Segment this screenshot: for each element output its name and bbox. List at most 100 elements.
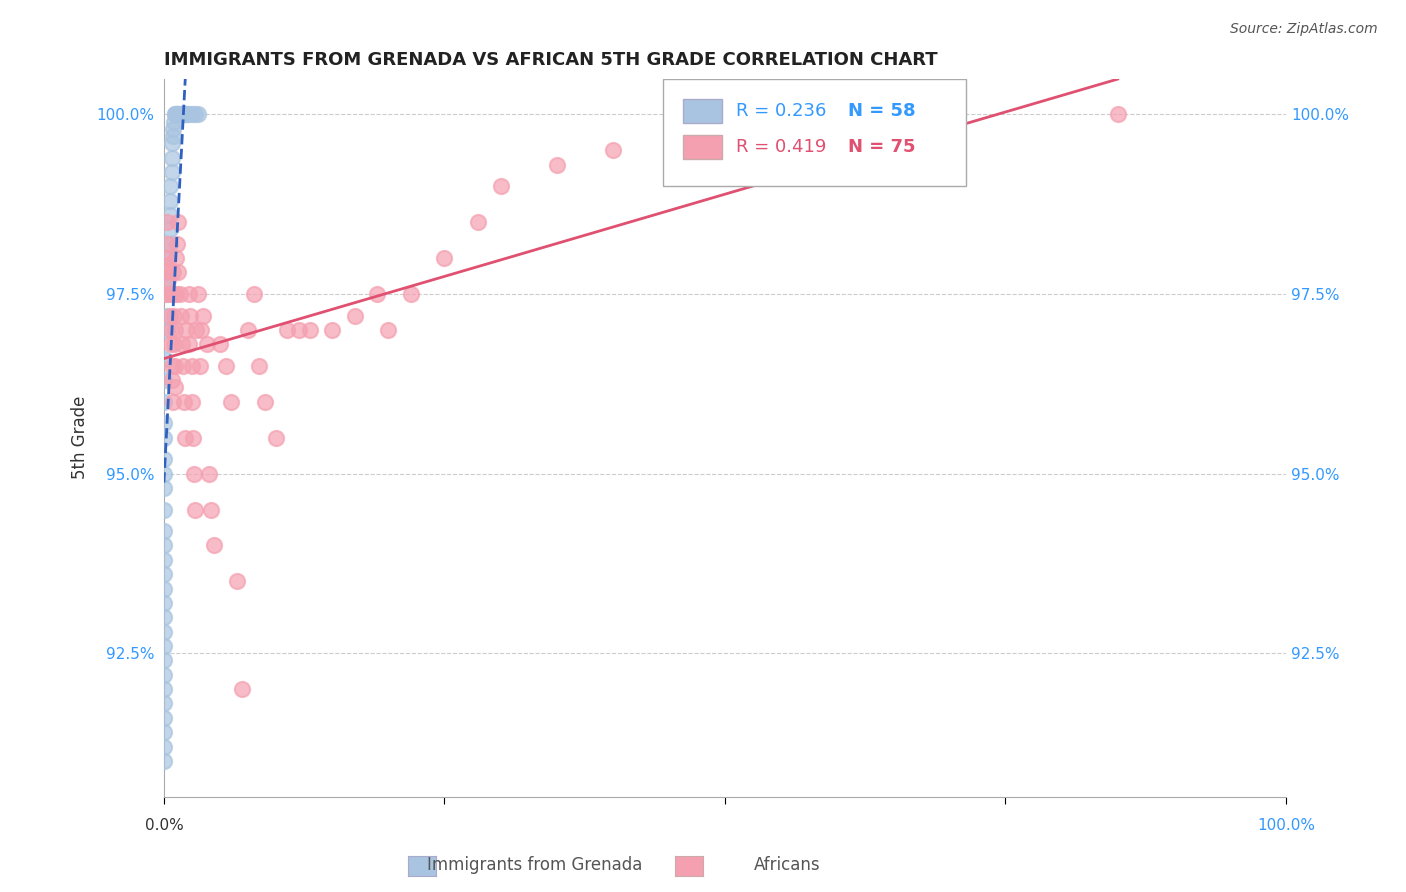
Point <box>181 394 204 409</box>
Point <box>153 754 176 768</box>
Point <box>153 667 176 681</box>
Point <box>167 107 190 121</box>
Point <box>287 323 309 337</box>
Point <box>167 215 190 229</box>
Point <box>165 251 187 265</box>
Point <box>177 337 200 351</box>
Point <box>181 107 204 121</box>
Point <box>181 359 204 373</box>
Point <box>166 107 188 121</box>
Point <box>602 144 624 158</box>
Point <box>165 107 187 121</box>
Point <box>187 287 209 301</box>
Point <box>165 287 187 301</box>
Point <box>153 287 176 301</box>
Text: Immigrants from Grenada: Immigrants from Grenada <box>426 856 643 874</box>
Point <box>165 359 187 373</box>
Point <box>155 251 177 265</box>
Point <box>153 452 176 467</box>
FancyBboxPatch shape <box>683 99 721 123</box>
Point <box>489 179 512 194</box>
Point <box>714 121 737 136</box>
Point <box>366 287 388 301</box>
Point <box>153 725 176 739</box>
Point <box>153 639 176 653</box>
Point <box>467 215 489 229</box>
Point <box>170 107 193 121</box>
Point <box>153 596 176 610</box>
Point <box>167 265 190 279</box>
Point <box>184 107 207 121</box>
Point <box>433 251 456 265</box>
Point <box>153 431 176 445</box>
Point <box>153 394 176 409</box>
Point <box>177 287 200 301</box>
Point <box>157 258 180 272</box>
Point <box>165 107 187 121</box>
Point <box>153 538 176 552</box>
Point <box>162 394 184 409</box>
Point <box>156 287 179 301</box>
Point <box>153 624 176 639</box>
Y-axis label: 5th Grade: 5th Grade <box>72 396 89 479</box>
Point <box>163 309 186 323</box>
Point <box>172 359 194 373</box>
Point <box>190 323 212 337</box>
Point <box>253 394 276 409</box>
Point <box>170 107 193 121</box>
Point <box>153 502 176 516</box>
Point <box>159 208 181 222</box>
Point <box>153 610 176 624</box>
Point <box>165 380 187 394</box>
Point <box>165 323 187 337</box>
Point <box>321 323 343 337</box>
Text: R = 0.419: R = 0.419 <box>737 137 827 156</box>
Point <box>153 582 176 596</box>
Point <box>242 287 264 301</box>
Point <box>188 359 211 373</box>
Point <box>156 251 179 265</box>
Point <box>163 337 186 351</box>
Point <box>153 373 176 387</box>
Text: 0.0%: 0.0% <box>145 818 183 833</box>
Point <box>176 107 198 121</box>
Point <box>179 309 201 323</box>
Point <box>169 287 191 301</box>
Point <box>170 309 193 323</box>
Point <box>202 538 225 552</box>
Point <box>153 265 176 279</box>
Point <box>160 373 183 387</box>
Point <box>159 194 181 208</box>
Point <box>156 215 179 229</box>
Point <box>166 236 188 251</box>
Point <box>195 337 218 351</box>
Point <box>197 467 219 481</box>
Point <box>546 158 568 172</box>
Point <box>298 323 321 337</box>
Point <box>153 681 176 696</box>
Point <box>159 222 181 236</box>
Point <box>160 151 183 165</box>
Point <box>276 323 298 337</box>
Point <box>160 165 183 179</box>
Point <box>193 309 215 323</box>
Point <box>156 236 179 251</box>
Text: N = 58: N = 58 <box>848 102 915 120</box>
FancyBboxPatch shape <box>683 135 721 159</box>
Point <box>159 309 181 323</box>
Point <box>173 107 195 121</box>
Point <box>173 394 195 409</box>
Point <box>166 107 188 121</box>
Point <box>159 179 181 194</box>
Point <box>231 681 253 696</box>
Point <box>153 553 176 567</box>
Point <box>214 359 236 373</box>
FancyBboxPatch shape <box>664 78 966 186</box>
Point <box>159 337 181 351</box>
Point <box>399 287 422 301</box>
Point <box>156 309 179 323</box>
Text: N = 75: N = 75 <box>848 137 915 156</box>
Point <box>264 431 287 445</box>
Point <box>153 711 176 725</box>
Point <box>174 431 197 445</box>
